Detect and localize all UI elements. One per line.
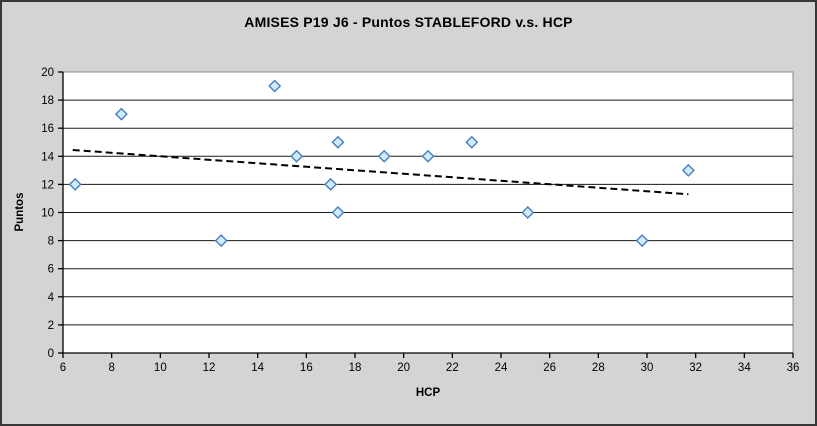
y-tick-label: 2 bbox=[48, 320, 54, 332]
x-axis-title: HCP bbox=[415, 387, 441, 399]
data-point-marker bbox=[68, 177, 82, 191]
data-point-marker bbox=[331, 206, 345, 219]
y-axis-title: Puntos bbox=[14, 192, 26, 232]
x-tick-label: 32 bbox=[689, 362, 702, 374]
data-point-marker bbox=[324, 177, 338, 191]
x-tick-label: 14 bbox=[251, 362, 264, 374]
x-tick-label: 28 bbox=[592, 362, 605, 374]
data-point-marker bbox=[214, 234, 228, 248]
data-point-marker bbox=[331, 135, 345, 149]
x-tick-label: 6 bbox=[60, 362, 66, 374]
data-point-marker bbox=[290, 149, 304, 163]
x-tick-label: 16 bbox=[300, 362, 313, 374]
data-point-marker bbox=[521, 206, 535, 219]
trendline bbox=[72, 148, 689, 196]
data-point-marker bbox=[681, 163, 695, 177]
x-tick-label: 24 bbox=[495, 362, 508, 374]
y-tick-label: 10 bbox=[41, 208, 54, 220]
chart-title: AMISES P19 J6 - Puntos STABLEFORD v.s. H… bbox=[244, 14, 573, 30]
x-tick-label: 12 bbox=[203, 362, 216, 374]
x-tick-label: 34 bbox=[738, 362, 751, 374]
y-tick-label: 4 bbox=[48, 292, 55, 304]
y-tick-label: 12 bbox=[41, 179, 54, 191]
data-point-marker bbox=[635, 234, 649, 248]
y-tick-label: 14 bbox=[41, 151, 54, 163]
x-tick-label: 10 bbox=[154, 362, 167, 374]
x-tick-label: 20 bbox=[397, 362, 410, 374]
x-tick-label: 22 bbox=[446, 362, 459, 374]
y-tick-label: 18 bbox=[41, 95, 54, 107]
data-point-marker bbox=[465, 135, 479, 149]
data-point-marker bbox=[421, 149, 435, 163]
x-tick-label: 8 bbox=[108, 362, 114, 374]
x-tick-label: 30 bbox=[641, 362, 654, 374]
y-tick-label: 16 bbox=[41, 123, 54, 135]
y-tick-label: 0 bbox=[48, 348, 54, 360]
x-tick-label: 26 bbox=[543, 362, 556, 374]
data-point-marker bbox=[268, 79, 282, 93]
y-tick-label: 20 bbox=[41, 67, 54, 79]
x-tick-label: 18 bbox=[349, 362, 362, 374]
y-tick-label: 8 bbox=[48, 236, 54, 248]
data-point-marker bbox=[114, 107, 128, 121]
data-point-marker bbox=[377, 149, 391, 163]
x-tick-label: 36 bbox=[787, 362, 800, 374]
y-tick-label: 6 bbox=[48, 264, 54, 276]
